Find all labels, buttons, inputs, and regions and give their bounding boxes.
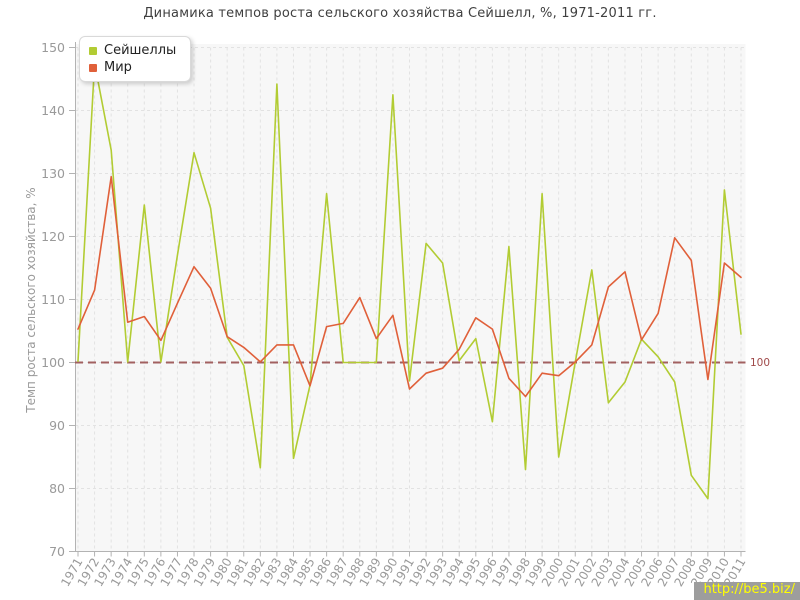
legend-label: Мир (104, 60, 132, 75)
svg-text:80: 80 (49, 481, 65, 496)
legend-item: Мир (89, 59, 176, 76)
svg-text:140: 140 (41, 103, 65, 118)
svg-text:70: 70 (49, 544, 65, 559)
watermark-link[interactable]: http://be5.biz/ (694, 582, 800, 600)
x-tick-labels: 1971197219731974197519761977197819791980… (58, 556, 748, 589)
svg-text:130: 130 (41, 166, 65, 181)
legend-label: Сейшеллы (104, 43, 177, 58)
axes (69, 42, 746, 557)
gridlines (75, 47, 746, 552)
series-line-world (77, 175, 742, 398)
svg-text:120: 120 (41, 229, 65, 244)
legend-item: Сейшеллы (89, 42, 176, 59)
chart-title: Динамика темпов роста сельского хозяйств… (143, 6, 657, 21)
legend: Сейшеллы Мир (79, 36, 192, 82)
reference-line-label: 100 (750, 357, 770, 369)
y-tick-labels: 70 80 90 100 110 120 130 140 150 (41, 40, 65, 559)
series-line-seychelles (77, 62, 742, 500)
plot-background (75, 44, 746, 552)
y-axis-title: Темп роста сельского хозяйства, % (24, 187, 38, 413)
reference-line-100: 100 (75, 357, 770, 369)
svg-text:110: 110 (41, 292, 65, 307)
legend-swatch (89, 63, 97, 72)
svg-text:90: 90 (49, 418, 65, 433)
svg-text:100: 100 (41, 355, 65, 370)
legend-swatch (89, 46, 97, 55)
svg-text:150: 150 (41, 40, 65, 55)
